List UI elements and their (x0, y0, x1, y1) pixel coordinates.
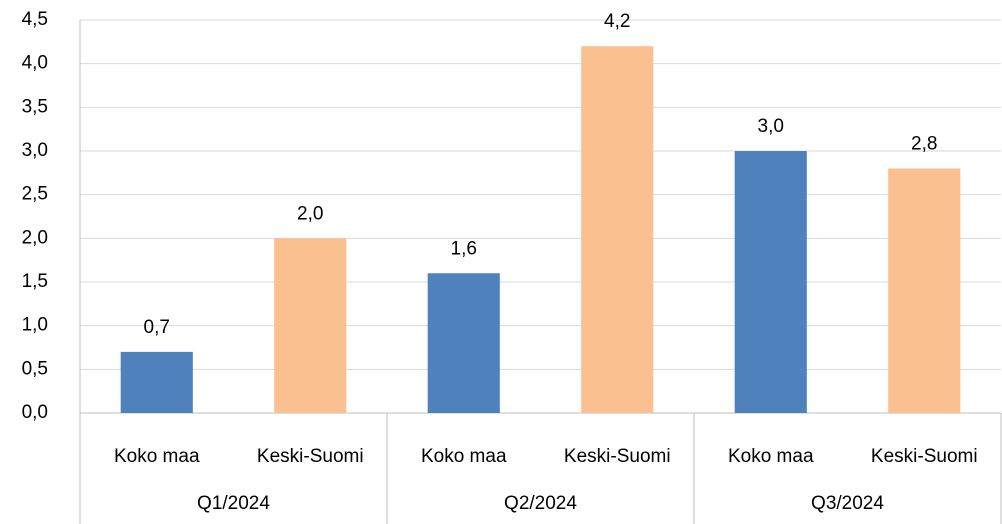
value-label: 3,0 (758, 116, 784, 137)
bar (734, 151, 807, 413)
y-tick-label: 1,0 (22, 315, 48, 336)
y-tick-label: 4,0 (22, 53, 48, 74)
bar (427, 273, 500, 413)
y-tick-label: 4,5 (22, 9, 48, 30)
value-label: 0,7 (144, 317, 170, 338)
bar (888, 168, 961, 413)
x-tick-label: Koko maa (114, 446, 200, 467)
y-tick-label: 3,0 (22, 140, 48, 161)
x-tick-label: Koko maa (728, 446, 814, 467)
y-tick-label: 3,5 (22, 96, 48, 117)
y-tick-label: 1,5 (22, 271, 48, 292)
value-label: 2,0 (297, 203, 323, 224)
group-label: Q3/2024 (811, 493, 884, 514)
x-tick-label: Koko maa (421, 446, 507, 467)
y-tick-label: 2,0 (22, 227, 48, 248)
x-tick-label: Keski-Suomi (257, 446, 364, 467)
group-label: Q2/2024 (504, 493, 577, 514)
bar (581, 46, 654, 413)
value-label: 2,8 (911, 133, 937, 154)
x-tick-label: Keski-Suomi (871, 446, 978, 467)
value-label: 1,6 (451, 238, 477, 259)
bar (120, 351, 193, 413)
bar (274, 238, 347, 413)
y-tick-label: 2,5 (22, 184, 48, 205)
value-label: 4,2 (604, 11, 630, 32)
y-tick-label: 0,5 (22, 358, 48, 379)
y-tick-label: 0,0 (22, 402, 48, 423)
x-tick-label: Keski-Suomi (564, 446, 671, 467)
group-label: Q1/2024 (197, 493, 270, 514)
